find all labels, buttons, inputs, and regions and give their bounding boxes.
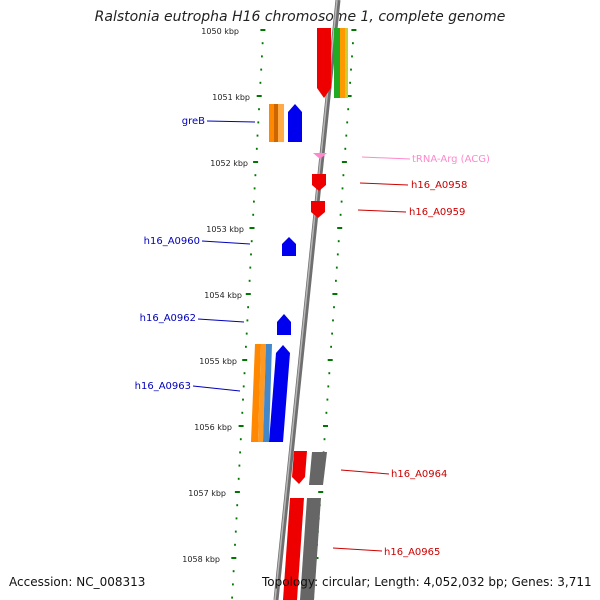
forward-gene-greB xyxy=(288,104,302,142)
ruler-label: 1050 kbp xyxy=(201,27,239,36)
label-h16_A0963: h16_A0963 xyxy=(135,381,191,392)
ruler-label: 1053 kbp xyxy=(206,225,244,234)
cds-orange-greB xyxy=(269,104,274,142)
ruler-label: 1055 kbp xyxy=(199,357,237,366)
gene-h16_A0963 xyxy=(269,345,290,442)
label-h16_A0960: h16_A0960 xyxy=(144,236,200,247)
gene-h16_A0958 xyxy=(312,174,326,191)
cds-orange-light-greB xyxy=(278,104,284,142)
ruler-label: 1051 kbp xyxy=(212,93,250,102)
cds-steel-A0963 xyxy=(263,344,272,442)
gene-h16_A0962 xyxy=(277,314,291,335)
leader-h16_A0965 xyxy=(332,547,383,552)
summary-text: Topology: circular; Length: 4,052,032 bp… xyxy=(262,575,592,589)
cds-orange2-A0963 xyxy=(258,344,266,442)
leader-h16_A0958 xyxy=(359,182,409,186)
reverse-gene-top xyxy=(317,28,331,98)
leader-h16_A0960 xyxy=(201,240,251,245)
top-feature-block xyxy=(317,28,348,98)
ruler-label: 1052 kbp xyxy=(210,159,248,168)
cds-gray-A0965 xyxy=(300,498,321,600)
label-h16_A0965: h16_A0965 xyxy=(384,547,440,558)
leader-h16_A0959 xyxy=(357,209,407,213)
h16_A0963-features xyxy=(251,344,290,442)
h16_A0964-features xyxy=(292,451,327,485)
cds-orange-dark-greB xyxy=(274,104,278,142)
ruler-label: 1054 kbp xyxy=(204,291,242,300)
gene-h16_A0960 xyxy=(282,237,296,256)
leader-trna-arg xyxy=(361,156,411,160)
leader-greB xyxy=(206,120,256,123)
label-h16_A0962: h16_A0962 xyxy=(140,313,196,324)
ruler-label: 1056 kbp xyxy=(194,423,232,432)
greB-features xyxy=(269,104,302,142)
cds-orange-top xyxy=(340,28,345,98)
ruler-label: 1057 kbp xyxy=(188,489,226,498)
accession-text: Accession: NC_008313 xyxy=(9,575,146,589)
leader-h16_A0962 xyxy=(197,318,245,323)
cds-yellow-top xyxy=(345,28,348,98)
backbone-line xyxy=(273,0,341,600)
leader-h16_A0964 xyxy=(340,469,390,475)
leader-h16_A0963 xyxy=(192,385,241,392)
cds-orange-A0963 xyxy=(251,344,261,442)
feature-labels: 1050 kbp 1051 kbp 1052 kbp 1053 kbp 1054… xyxy=(135,27,490,564)
label-h16_A0959: h16_A0959 xyxy=(409,207,465,218)
cds-green-top xyxy=(334,28,340,98)
label-trna-arg: tRNA-Arg (ACG) xyxy=(412,154,490,165)
label-greB: greB xyxy=(182,116,205,127)
gene-h16_A0964 xyxy=(292,451,307,484)
trna-arg-feature xyxy=(313,153,327,159)
label-h16_A0958: h16_A0958 xyxy=(411,180,467,191)
ruler-label: 1058 kbp xyxy=(182,555,220,564)
cds-gray-A0964 xyxy=(309,452,327,485)
map-title: Ralstonia eutropha H16 chromosome 1, com… xyxy=(94,9,506,25)
gene-h16_A0959 xyxy=(311,201,325,218)
label-h16_A0964: h16_A0964 xyxy=(391,469,447,480)
h16_A0965-features xyxy=(283,498,321,600)
gene-h16_A0965 xyxy=(283,498,304,600)
backbone-highlight xyxy=(274,0,338,600)
